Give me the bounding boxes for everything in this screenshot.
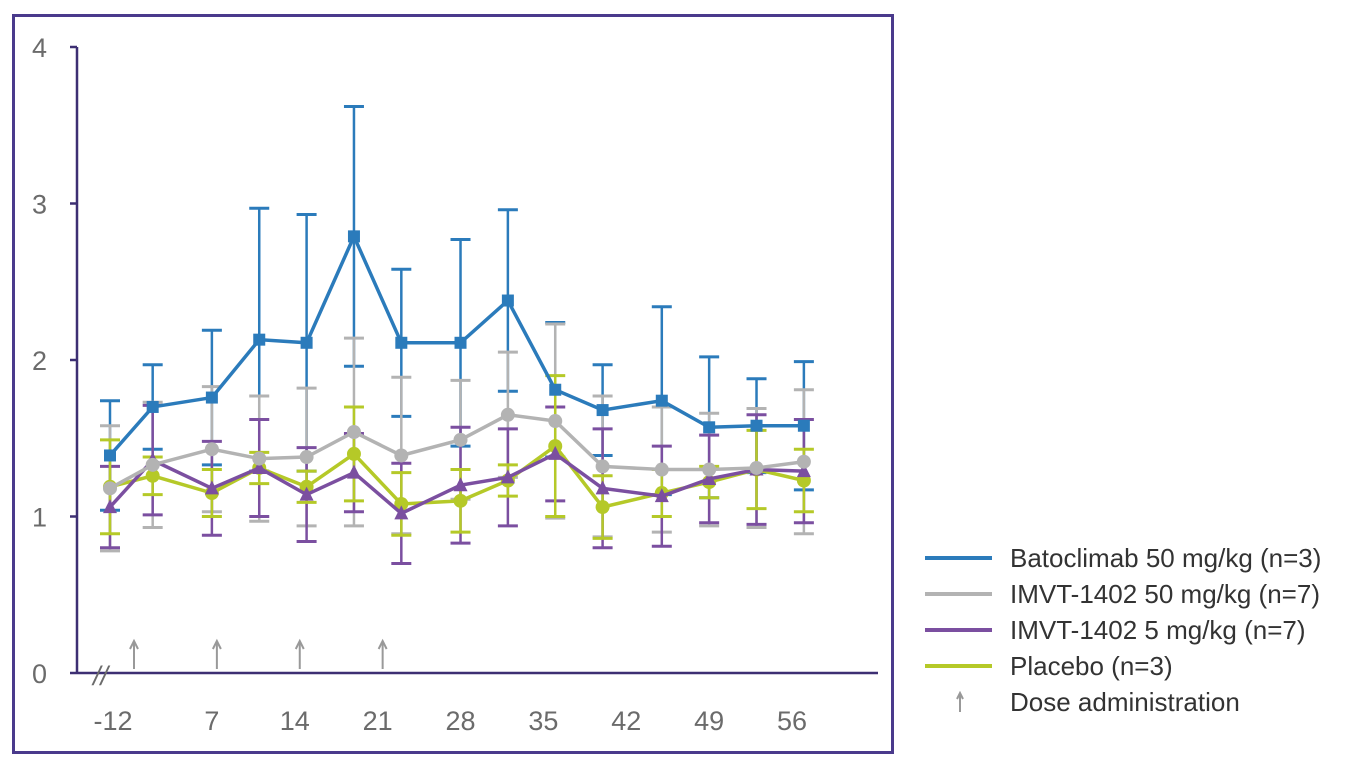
data-point bbox=[655, 394, 668, 407]
data-point bbox=[145, 457, 160, 472]
data-point bbox=[548, 445, 563, 460]
data-point bbox=[253, 333, 266, 346]
data-point bbox=[703, 421, 716, 434]
data-point bbox=[796, 463, 811, 478]
dose-arrow-head bbox=[211, 638, 222, 650]
data-point bbox=[104, 449, 116, 462]
x-tick-label: -12 bbox=[93, 706, 132, 736]
x-tick-label: 21 bbox=[363, 706, 393, 736]
data-point bbox=[346, 446, 361, 461]
axis-break-mark: // bbox=[91, 661, 111, 691]
dose-arrow-icon bbox=[129, 638, 139, 669]
x-tick-label: 56 bbox=[777, 706, 807, 736]
x-tick-label: 7 bbox=[204, 706, 219, 736]
data-point bbox=[654, 462, 669, 477]
data-point bbox=[595, 459, 610, 474]
legend-label: Placebo (n=3) bbox=[1010, 651, 1173, 681]
dose-arrow-head bbox=[377, 638, 388, 650]
data-point bbox=[252, 451, 267, 466]
data-point bbox=[702, 470, 717, 485]
dose-arrow-head bbox=[294, 638, 305, 650]
data-point bbox=[205, 391, 218, 404]
data-point bbox=[702, 462, 717, 477]
data-point bbox=[394, 505, 409, 520]
legend: Batoclimab 50 mg/kg (n=3) IMVT-1402 50 mg… bbox=[925, 543, 1321, 717]
data-point bbox=[347, 230, 360, 243]
data-point bbox=[453, 493, 468, 508]
x-tick-label: 42 bbox=[611, 706, 641, 736]
data-point bbox=[204, 480, 219, 495]
legend-label: IMVT-1402 50 mg/kg (n=7) bbox=[1010, 579, 1320, 609]
y-tick-label: 0 bbox=[32, 659, 47, 689]
data-point bbox=[595, 480, 610, 495]
data-point bbox=[346, 424, 361, 439]
dose-arrow-icon bbox=[294, 638, 305, 669]
y-tick-label: 3 bbox=[32, 190, 47, 220]
data-point bbox=[749, 460, 764, 475]
y-tick-label: 4 bbox=[32, 33, 47, 63]
data-point bbox=[300, 336, 313, 349]
y-tick-label: 2 bbox=[32, 346, 47, 376]
dose-arrow-icon bbox=[377, 638, 388, 669]
data-point bbox=[549, 383, 562, 396]
chart-frame bbox=[12, 14, 894, 754]
x-tick-label: 28 bbox=[445, 706, 475, 736]
legend-label: Batoclimab 50 mg/kg (n=3) bbox=[1010, 543, 1321, 573]
data-point bbox=[654, 488, 669, 503]
data-point bbox=[595, 500, 610, 515]
data-point bbox=[204, 442, 219, 457]
data-point bbox=[103, 481, 117, 496]
data-point bbox=[500, 407, 515, 422]
data-point bbox=[346, 464, 361, 479]
data-point bbox=[299, 486, 314, 501]
data-point bbox=[146, 400, 159, 413]
x-tick-label: 14 bbox=[280, 706, 310, 736]
data-point bbox=[797, 419, 810, 432]
data-point bbox=[501, 294, 514, 307]
data-point bbox=[453, 432, 468, 447]
dose-arrow-head bbox=[956, 690, 964, 700]
x-tick-label: 35 bbox=[528, 706, 558, 736]
data-point bbox=[500, 469, 515, 484]
data-point bbox=[548, 414, 563, 429]
data-point bbox=[394, 448, 409, 463]
legend-label-dose: Dose administration bbox=[1010, 687, 1240, 717]
data-point bbox=[395, 336, 408, 349]
data-point bbox=[454, 336, 467, 349]
y-tick-label: 1 bbox=[32, 503, 47, 533]
data-point bbox=[796, 454, 811, 469]
data-point bbox=[299, 450, 314, 465]
dose-legend-arrow-icon bbox=[956, 690, 964, 712]
data-point bbox=[453, 477, 468, 492]
dose-arrow-head bbox=[129, 638, 139, 650]
data-point bbox=[596, 404, 609, 417]
data-point bbox=[103, 499, 117, 514]
data-point bbox=[252, 459, 267, 474]
dose-arrow-icon bbox=[211, 638, 222, 669]
data-point bbox=[145, 468, 160, 483]
data-point bbox=[394, 496, 409, 511]
legend-label: IMVT-1402 5 mg/kg (n=7) bbox=[1010, 615, 1306, 645]
x-tick-label: 49 bbox=[694, 706, 724, 736]
data-point bbox=[750, 419, 763, 432]
